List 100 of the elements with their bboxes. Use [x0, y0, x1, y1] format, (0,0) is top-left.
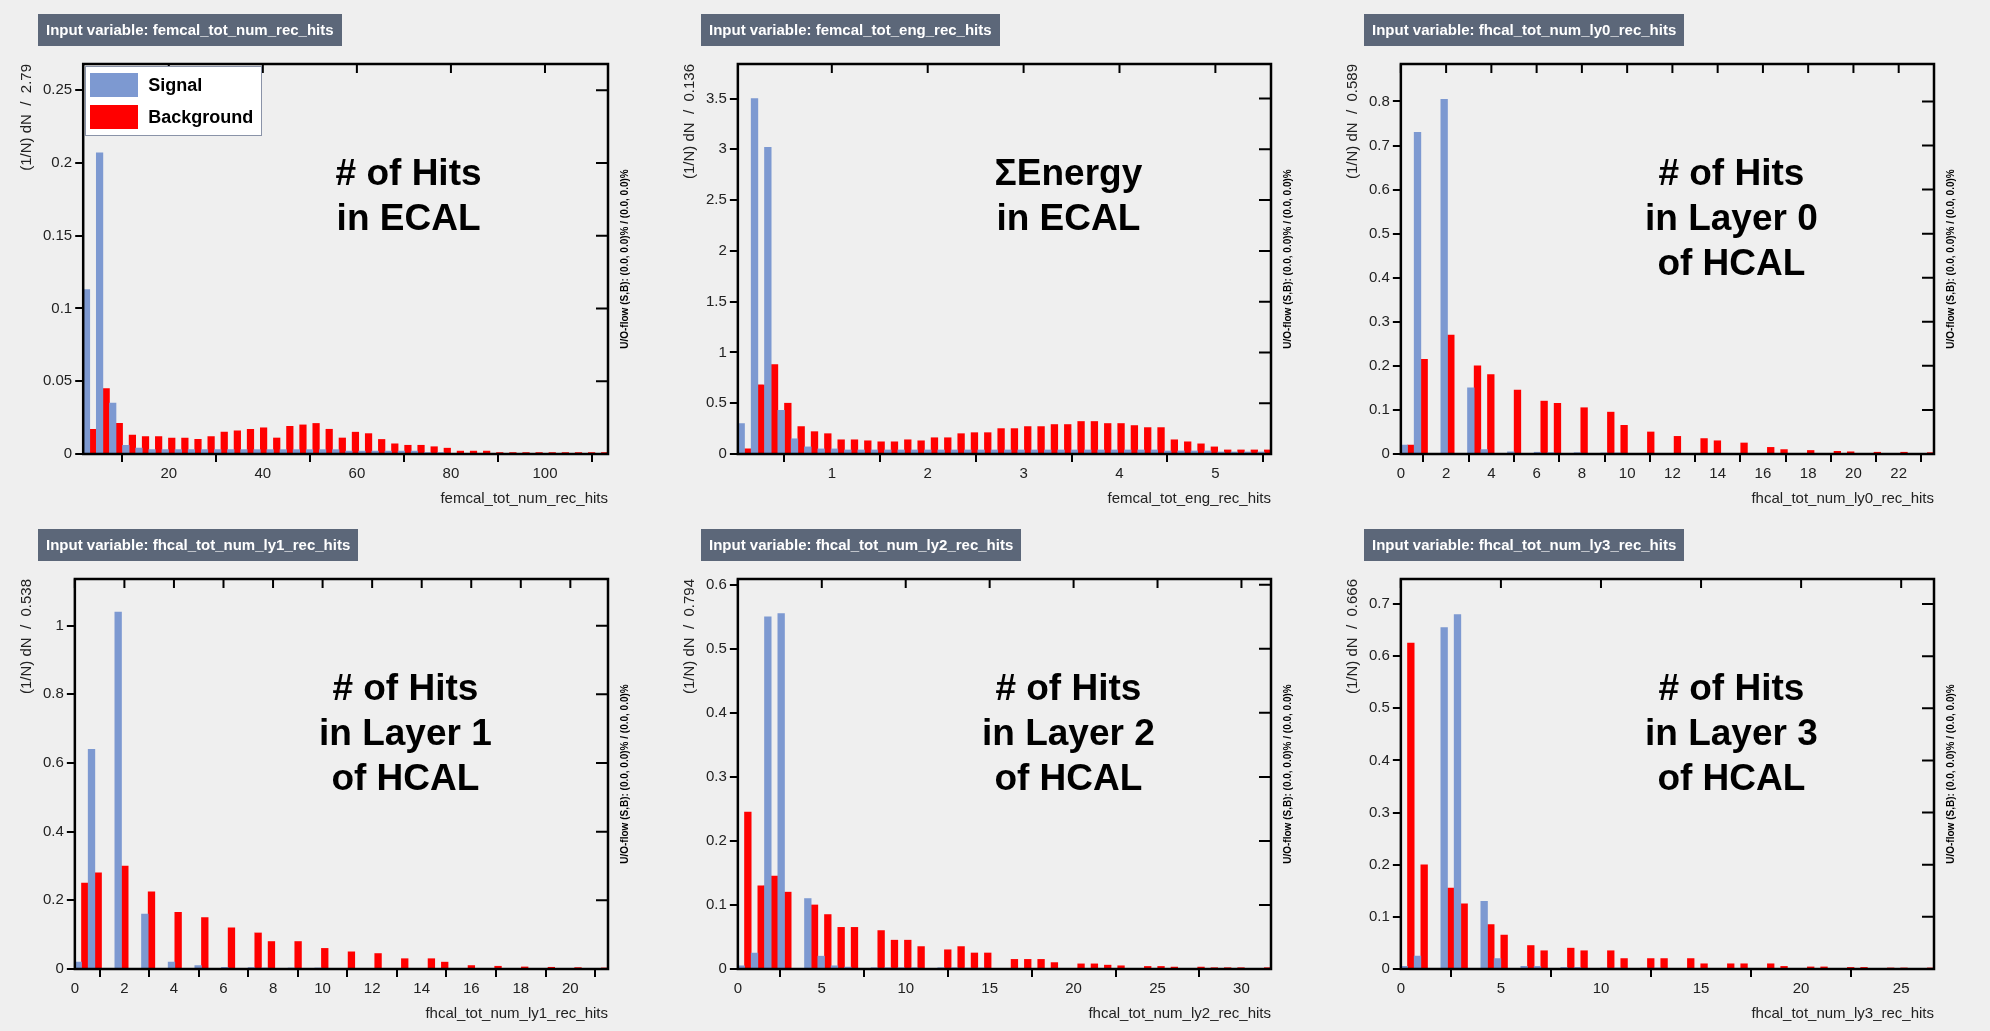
- x-axis-title: femcal_tot_num_rec_hits: [440, 489, 608, 507]
- legend-label: Signal: [148, 74, 203, 96]
- x-tick-label: 16: [1754, 464, 1772, 482]
- y-tick-label: 0: [1381, 444, 1390, 462]
- y-axis-title: (1/N) dN / 0.538: [17, 579, 35, 695]
- annotation: ΣEnergy in ECAL: [994, 150, 1143, 240]
- y-tick-label: 1: [55, 615, 64, 633]
- y-tick-label: 3.5: [705, 88, 727, 106]
- x-tick-label: 4: [1115, 464, 1124, 482]
- y-tick-label: 0.3: [1368, 311, 1390, 329]
- x-tick-label: 4: [1487, 464, 1496, 482]
- y-tick-label: 0.5: [705, 638, 727, 656]
- y-tick-label: 0.2: [42, 890, 64, 908]
- x-tick-label: 20: [160, 464, 178, 482]
- y-axis-title: (1/N) dN / 0.136: [680, 64, 698, 180]
- y-tick-label: 0.2: [1368, 854, 1390, 872]
- x-axis-title: fhcal_tot_num_ly3_rec_hits: [1751, 1004, 1934, 1022]
- y-tick-label: 0: [718, 444, 727, 462]
- x-tick-label: 40: [254, 464, 272, 482]
- y-tick-label: 0.05: [42, 371, 73, 389]
- x-tick-label: 10: [1592, 979, 1610, 997]
- x-tick-label: 60: [348, 464, 366, 482]
- text: U/O-flow (S,B): (0.0, 0.0)% / (0.0, 0.0)%: [1944, 169, 1956, 349]
- x-tick-label: 14: [413, 979, 431, 997]
- x-tick-label: 18: [1799, 464, 1817, 482]
- annotation: # of Hits in Layer 2 of HCAL: [982, 665, 1155, 800]
- y-tick-label: 3: [718, 139, 727, 157]
- y-tick-label: 0.3: [705, 767, 727, 785]
- y-tick-label: 0.25: [42, 80, 73, 98]
- y-tick-label: 0.15: [42, 225, 73, 243]
- annotation: # of Hits in Layer 0 of HCAL: [1645, 150, 1818, 285]
- annotation: # of Hits in ECAL: [335, 150, 482, 240]
- y-tick-label: 0.3: [1368, 802, 1390, 820]
- x-tick-label: 2: [1441, 464, 1451, 482]
- x-tick-label: 5: [817, 979, 826, 997]
- x-tick-label: 12: [1664, 464, 1681, 482]
- y-tick-label: 0.6: [42, 753, 64, 771]
- x-tick-label: 0: [1396, 464, 1406, 482]
- x-tick-label: 1: [827, 464, 836, 482]
- y-tick-label: 1.5: [705, 291, 727, 309]
- x-tick-label: 10: [314, 979, 331, 997]
- x-tick-label: 80: [442, 464, 460, 482]
- y-axis-title: (1/N) dN / 0.589: [1343, 64, 1361, 180]
- y-tick-label: 0.4: [1368, 750, 1390, 768]
- y-tick-label: 0.4: [1368, 267, 1390, 285]
- x-tick-label: 10: [897, 979, 915, 997]
- y-tick-label: 0.2: [705, 831, 727, 849]
- x-tick-label: 20: [1792, 979, 1810, 997]
- text: U/O-flow (S,B): (0.0, 0.0)% / (0.0, 0.0)%: [1944, 684, 1956, 864]
- text: U/O-flow (S,B): (0.0, 0.0)% / (0.0, 0.0)%: [618, 684, 630, 864]
- y-tick-label: 0.8: [42, 684, 64, 702]
- chart-title: Input variable: femcal_tot_eng_rec_hits: [701, 14, 1000, 46]
- y-tick-label: 0: [718, 959, 727, 977]
- y-tick-label: 2.5: [705, 190, 727, 208]
- text: U/O-flow (S,B): (0.0, 0.0)% / (0.0, 0.0)%: [618, 169, 630, 349]
- y-tick-label: 1: [718, 342, 727, 360]
- x-tick-label: 4: [169, 979, 179, 997]
- y-tick-label: 0.7: [1368, 135, 1390, 153]
- x-tick-label: 5: [1496, 979, 1506, 997]
- text: U/O-flow (S,B): (0.0, 0.0)% / (0.0, 0.0)%: [1281, 684, 1293, 864]
- y-tick-label: 0.5: [1368, 223, 1390, 241]
- x-tick-label: 25: [1149, 979, 1166, 997]
- x-tick-label: 15: [981, 979, 998, 997]
- x-tick-label: 25: [1892, 979, 1910, 997]
- x-tick-label: 6: [219, 979, 228, 997]
- x-tick-label: 22: [1890, 464, 1908, 482]
- annotation: # of Hits in Layer 3 of HCAL: [1645, 665, 1818, 800]
- y-tick-label: 0.4: [42, 821, 64, 839]
- x-tick-label: 10: [1618, 464, 1636, 482]
- chart-title: Input variable: fhcal_tot_num_ly2_rec_hits: [701, 529, 1022, 561]
- chart-title: Input variable: fhcal_tot_num_ly0_rec_hits: [1364, 14, 1685, 46]
- x-tick-label: 2: [923, 464, 932, 482]
- x-tick-label: 16: [462, 979, 480, 997]
- y-tick-label: 2: [718, 241, 727, 259]
- legend-label: Background: [148, 106, 254, 128]
- x-axis-title: fhcal_tot_num_ly1_rec_hits: [425, 1004, 608, 1022]
- x-axis-title: fhcal_tot_num_ly2_rec_hits: [1088, 1004, 1271, 1022]
- y-tick-label: 0.8: [1368, 91, 1390, 109]
- annotation: # of Hits in Layer 1 of HCAL: [319, 665, 492, 800]
- x-tick-label: 14: [1709, 464, 1727, 482]
- y-tick-label: 0: [63, 444, 73, 462]
- x-tick-label: 20: [1845, 464, 1862, 482]
- x-tick-label: 0: [733, 979, 743, 997]
- y-tick-label: 0.1: [51, 298, 73, 316]
- x-tick-label: 0: [1396, 979, 1406, 997]
- x-tick-label: 2: [120, 979, 129, 997]
- chart-title: Input variable: femcal_tot_num_rec_hits: [38, 14, 342, 46]
- y-tick-label: 0.5: [1368, 698, 1390, 716]
- x-axis-title: fhcal_tot_num_ly0_rec_hits: [1751, 489, 1934, 507]
- x-tick-label: 100: [532, 464, 558, 482]
- x-tick-label: 20: [1065, 979, 1082, 997]
- x-tick-label: 20: [562, 979, 579, 997]
- x-tick-label: 15: [1692, 979, 1710, 997]
- x-tick-label: 12: [363, 979, 381, 997]
- y-axis-title: (1/N) dN / 2.79: [17, 64, 35, 171]
- y-tick-label: 0.1: [1368, 907, 1390, 924]
- text: U/O-flow (S,B): (0.0, 0.0)% / (0.0, 0.0)%: [1281, 169, 1293, 349]
- y-axis-title: (1/N) dN / 0.794: [680, 579, 698, 695]
- x-tick-label: 30: [1233, 979, 1250, 997]
- chart-title: Input variable: fhcal_tot_num_ly1_rec_hits: [38, 529, 359, 561]
